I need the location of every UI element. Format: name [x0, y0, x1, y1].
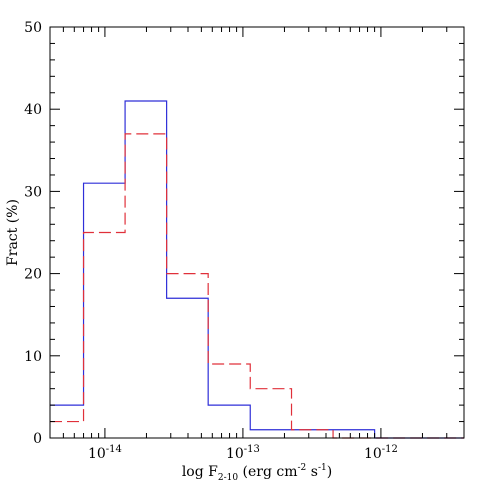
x-tick-label: 10-13 — [226, 444, 260, 462]
labels-layer: 0 10 20 30 40 50 10-14 10-13 10-12 log F2-10 (erg… — [5, 20, 398, 483]
x-axis-label: log F2-10 (erg cm-2 s-1) — [182, 463, 332, 483]
x-tick-label: 10-14 — [88, 444, 122, 462]
series-line-1 — [50, 100, 464, 439]
y-tick-label: 40 — [24, 102, 42, 118]
y-tick-label: 0 — [33, 431, 42, 447]
x-tick-label: 10-12 — [364, 444, 398, 462]
y-tick-label: 20 — [24, 267, 42, 283]
y-axis-label: Fract (%) — [5, 199, 21, 266]
y-tick-label: 10 — [24, 349, 42, 365]
series-line-2 — [50, 133, 464, 439]
y-tick-label: 30 — [24, 184, 42, 200]
y-tick-label: 50 — [24, 20, 42, 36]
series-layer — [50, 100, 464, 439]
ticks-layer — [49, 26, 465, 439]
plot-frame — [49, 26, 465, 439]
